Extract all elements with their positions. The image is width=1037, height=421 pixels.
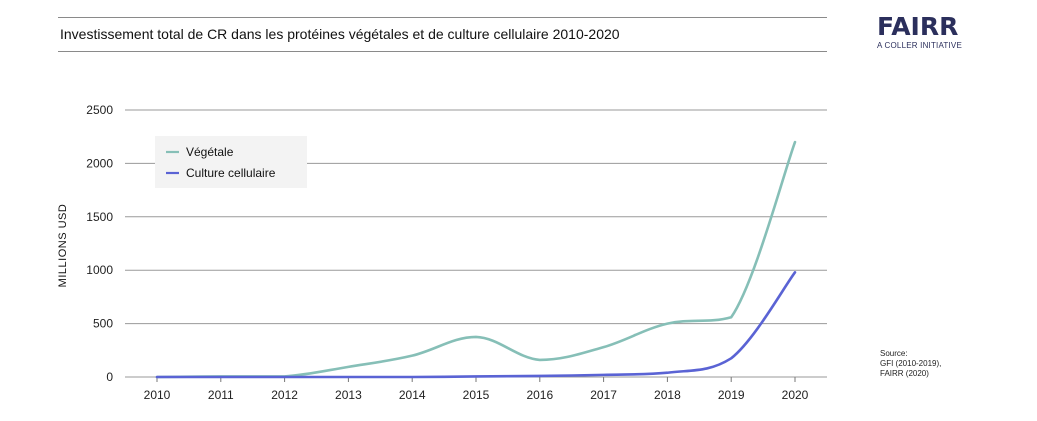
source-line: FAIRR (2020)	[880, 369, 929, 378]
legend-label: Végétale	[186, 145, 234, 159]
y-tick-label: 2500	[86, 103, 113, 117]
y-tick-label: 2000	[86, 156, 113, 170]
source-line: GFI (2010-2019),	[880, 359, 942, 368]
x-tick-label: 2013	[335, 388, 362, 402]
y-tick-label: 500	[93, 317, 113, 331]
x-tick-label: 2018	[654, 388, 681, 402]
x-tick-label: 2011	[208, 388, 234, 402]
y-tick-label: 1500	[86, 210, 113, 224]
x-tick-label: 2020	[782, 388, 809, 402]
x-tick-label: 2017	[590, 388, 617, 402]
x-tick-label: 2016	[526, 388, 553, 402]
x-tick-label: 2010	[144, 388, 171, 402]
title-rule-bottom	[58, 51, 827, 52]
legend-label: Culture cellulaire	[186, 166, 276, 180]
source-note: Source: GFI (2010-2019), FAIRR (2020)	[880, 349, 990, 379]
y-tick-label: 0	[106, 370, 113, 384]
logo-tagline: A COLLER INITIATIVE	[877, 41, 963, 50]
x-tick-label: 2012	[271, 388, 298, 402]
series-line-culture-cellulaire	[155, 271, 797, 379]
x-tick-label: 2019	[718, 388, 745, 402]
logo-wordmark: FAIRR	[877, 12, 959, 41]
source-line: Source:	[880, 349, 908, 358]
legend-box	[155, 136, 307, 188]
x-tick-label: 2014	[399, 388, 426, 402]
x-tick-label: 2015	[463, 388, 490, 402]
y-tick-label: 1000	[86, 263, 113, 277]
title-rule-top	[58, 17, 827, 18]
y-axis-label: MILLIONS USD	[57, 204, 69, 288]
chart-title: Investissement total de CR dans les prot…	[60, 26, 620, 42]
fairr-logo: FAIRR A COLLER INITIATIVE	[877, 13, 987, 50]
